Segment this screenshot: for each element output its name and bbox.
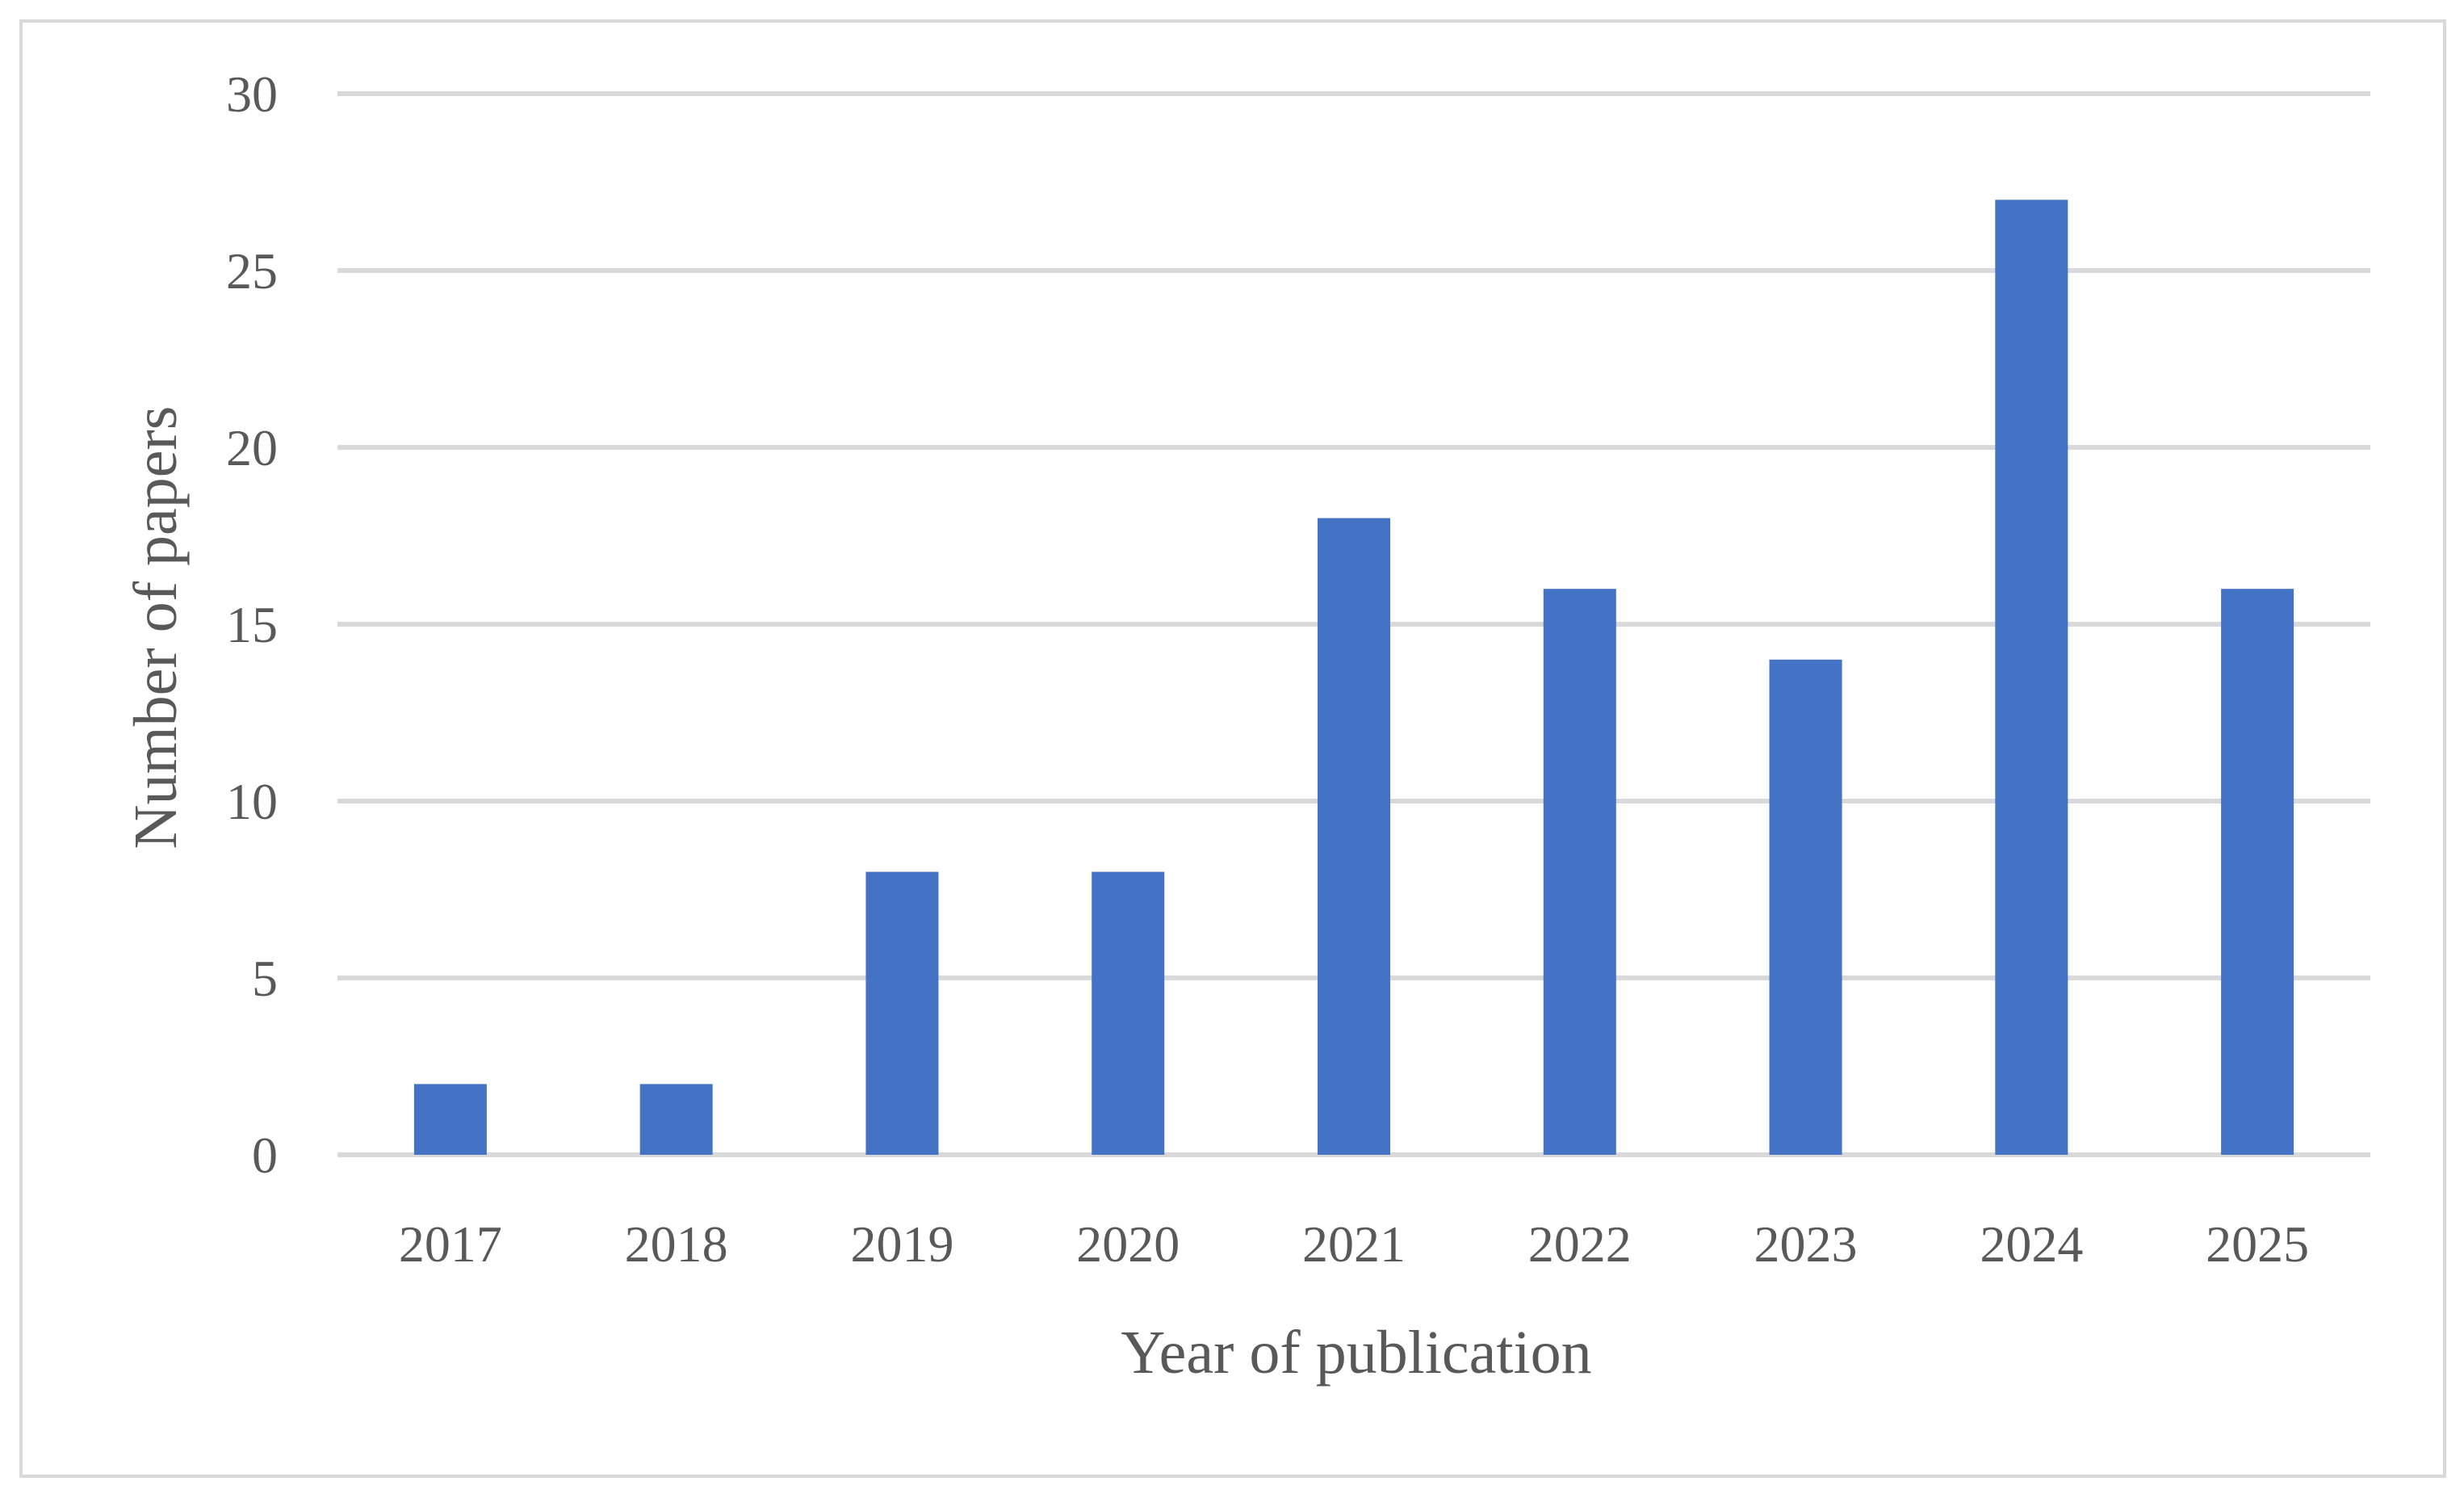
y-tick-label: 25 [226,242,278,300]
bar-2022 [1543,589,1616,1155]
x-tick-labels: 2017 2018 2019 2020 2021 2022 2023 2024 2025 [399,1215,2309,1273]
x-tick-label: 2021 [1302,1215,1406,1273]
bar-2018 [639,1084,713,1155]
y-tick-label: 5 [252,950,278,1007]
bar-2020 [1092,871,1165,1155]
y-tick-label: 15 [226,596,278,653]
y-tick-label: 10 [226,773,278,830]
x-tick-label: 2024 [1980,1215,2083,1273]
x-tick-label: 2025 [2206,1215,2309,1273]
bars [413,199,2294,1155]
y-tick-label: 30 [226,65,278,123]
x-tick-label: 2023 [1754,1215,1858,1273]
x-tick-label: 2022 [1528,1215,1632,1273]
bar-2025 [2221,589,2294,1155]
y-tick-label: 0 [252,1127,278,1184]
x-tick-label: 2017 [399,1215,502,1273]
y-axis-title: Number of papers [122,406,190,850]
bar-2024 [1995,199,2068,1155]
x-tick-label: 2019 [850,1215,953,1273]
y-tick-labels: 0 5 10 15 20 25 30 [226,65,278,1184]
x-tick-label: 2020 [1076,1215,1180,1273]
bar-2017 [413,1084,487,1155]
bar-2021 [1318,518,1390,1155]
bar-2019 [865,871,939,1155]
bar-2023 [1769,659,1842,1155]
x-axis-title: Year of publication [1121,1319,1591,1387]
x-tick-label: 2018 [625,1215,728,1273]
y-tick-label: 20 [226,419,278,476]
